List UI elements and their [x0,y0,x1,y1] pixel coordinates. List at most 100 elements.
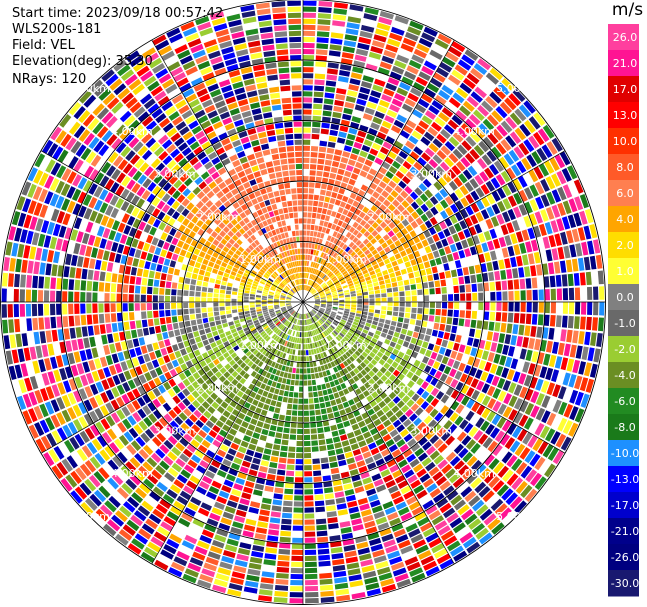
velocity-gate [261,497,272,505]
velocity-gate [479,508,493,521]
velocity-gate [404,31,419,42]
velocity-gate [350,293,356,297]
velocity-gate [387,38,401,48]
velocity-gate [152,436,162,447]
velocity-gate [126,444,137,456]
velocity-gate [137,397,146,407]
velocity-gate [217,328,224,335]
velocity-gate [449,243,457,253]
velocity-gate [176,204,185,214]
velocity-gate [129,457,141,469]
velocity-gate [316,421,323,428]
velocity-gate [464,490,477,503]
velocity-gate [166,159,177,170]
velocity-gate [99,238,107,249]
velocity-gate [39,403,49,418]
velocity-gate [217,270,224,276]
velocity-gate [207,110,218,119]
velocity-gate [275,329,281,335]
velocity-gate [305,325,308,331]
velocity-gate [291,555,303,562]
velocity-gate [389,414,398,423]
velocity-gate [440,279,447,287]
velocity-gate [367,283,373,288]
velocity-gate [33,202,43,216]
velocity-gate [166,27,181,38]
velocity-gate [171,359,179,368]
velocity-gate [433,322,440,330]
velocity-gate [307,313,310,318]
velocity-gate [330,250,335,257]
velocity-gate [423,261,431,269]
velocity-gate [371,391,379,399]
velocity-gate [32,186,43,201]
velocity-gate [74,433,85,447]
velocity-gate [320,128,329,135]
velocity-gate [428,158,439,169]
velocity-gate [349,4,364,12]
velocity-gate [572,359,581,374]
velocity-gate [270,243,276,250]
velocity-gate [77,177,88,190]
velocity-gate [194,262,201,269]
velocity-gate [362,311,368,316]
velocity-gate [379,61,392,70]
velocity-gate [351,423,360,431]
velocity-gate [386,238,393,246]
velocity-gate [340,280,347,285]
velocity-gate [162,182,172,192]
velocity-gate [388,330,394,336]
velocity-gate [355,161,364,169]
velocity-gate [163,224,172,234]
velocity-gate [334,2,348,9]
velocity-gate [480,371,489,382]
velocity-gate [391,260,398,267]
velocity-gate [567,165,578,180]
velocity-gate [257,388,264,395]
velocity-gate [108,230,117,241]
velocity-gate [464,513,478,526]
velocity-gate [369,148,379,156]
velocity-gate [149,491,161,502]
velocity-gate [256,253,263,260]
velocity-gate [509,440,521,453]
velocity-gate [232,363,239,370]
velocity-gate [279,260,284,266]
velocity-gate [293,398,298,404]
velocity-gate [378,181,387,189]
velocity-gate [455,392,465,403]
velocity-gate [399,291,405,297]
velocity-gate [419,193,429,203]
velocity-gate [513,313,520,324]
velocity-gate [498,259,505,270]
velocity-gate [162,331,169,340]
velocity-gate [336,247,342,253]
velocity-gate [90,383,99,396]
velocity-gate [239,466,249,474]
velocity-gate [213,298,219,302]
velocity-gate [419,223,428,232]
velocity-gate [272,394,278,401]
velocity-gate [272,326,278,332]
velocity-gate [94,199,103,211]
velocity-gate [335,262,341,268]
velocity-gate [388,180,397,189]
velocity-gate [452,317,459,326]
velocity-gate [557,342,565,356]
velocity-gate [201,141,212,150]
velocity-gate [227,383,235,391]
velocity-gate [208,465,218,474]
velocity-gate [134,249,142,259]
velocity-gate [201,297,207,302]
velocity-gate [336,503,347,510]
velocity-gate [73,390,82,403]
velocity-gate [55,130,67,144]
velocity-gate [404,312,411,319]
velocity-gate [250,261,256,267]
velocity-gate [313,249,317,256]
velocity-gate [355,239,362,246]
velocity-gate [266,541,278,548]
velocity-gate [263,404,270,411]
velocity-gate [427,358,435,367]
velocity-gate [285,313,290,318]
